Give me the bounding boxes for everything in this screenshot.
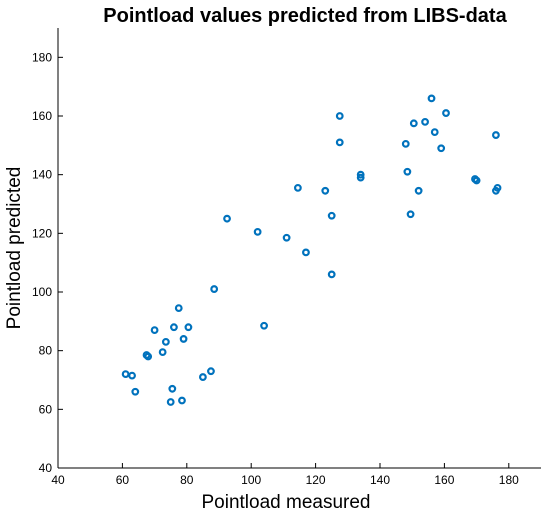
x-tick-label: 160 <box>434 473 454 487</box>
data-point <box>327 270 336 279</box>
y-tick-label: 120 <box>32 226 52 240</box>
data-point <box>144 352 153 361</box>
x-ticks: 40 60 80 100 120 140 160 180 <box>51 463 519 487</box>
y-tick-label: 80 <box>39 344 53 358</box>
data-point <box>198 373 207 381</box>
chart-title: Pointload values predicted from LIBS-dat… <box>103 5 507 27</box>
y-axis-label: Pointload predicted <box>4 167 25 330</box>
data-point <box>421 117 429 126</box>
data-point <box>174 304 183 313</box>
data-point <box>335 112 344 120</box>
x-tick-label: 180 <box>499 473 519 487</box>
y-tick-label: 40 <box>39 461 53 475</box>
data-points <box>121 94 502 406</box>
data-point <box>121 370 130 379</box>
y-tick-label: 160 <box>32 109 52 123</box>
data-point <box>170 323 178 332</box>
data-point <box>293 183 302 192</box>
x-axis-label: Pointload measured <box>202 492 371 513</box>
data-point <box>335 138 344 147</box>
data-point <box>442 109 450 117</box>
data-point <box>131 387 140 396</box>
data-point <box>492 131 500 139</box>
data-point <box>406 210 415 219</box>
data-point <box>260 321 268 330</box>
data-point <box>401 139 410 148</box>
x-tick-label: 120 <box>306 473 326 487</box>
data-point <box>178 396 186 405</box>
data-point <box>210 285 219 293</box>
data-point <box>414 186 423 195</box>
data-point <box>493 183 502 192</box>
data-point <box>253 227 262 236</box>
data-point <box>158 348 167 357</box>
x-tick-label: 140 <box>370 473 390 487</box>
data-point <box>179 335 188 343</box>
x-tick-label: 100 <box>241 473 261 487</box>
data-point <box>427 94 436 103</box>
data-point <box>356 173 365 182</box>
data-point <box>150 326 159 335</box>
data-point <box>161 337 170 346</box>
data-point <box>409 119 418 128</box>
data-point <box>207 367 215 376</box>
data-point <box>327 211 336 220</box>
y-tick-label: 100 <box>32 285 52 299</box>
data-point <box>223 214 231 223</box>
y-ticks: 40 60 80 100 120 140 160 180 <box>32 50 63 475</box>
axes <box>57 28 541 469</box>
x-tick-label: 40 <box>51 473 65 487</box>
data-point <box>321 186 330 195</box>
data-point <box>430 128 439 137</box>
data-point <box>166 398 175 406</box>
x-tick-label: 60 <box>116 473 130 487</box>
data-point <box>472 176 481 185</box>
y-tick-label: 180 <box>32 50 52 64</box>
data-point <box>302 248 310 257</box>
data-point <box>168 384 177 393</box>
data-point <box>282 233 291 242</box>
data-point <box>437 144 446 153</box>
y-tick-label: 140 <box>32 168 52 182</box>
data-point <box>356 170 365 179</box>
data-point <box>184 323 193 332</box>
y-tick-label: 60 <box>39 402 53 416</box>
data-point <box>128 371 136 380</box>
x-tick-label: 80 <box>180 473 194 487</box>
data-point <box>403 167 412 176</box>
